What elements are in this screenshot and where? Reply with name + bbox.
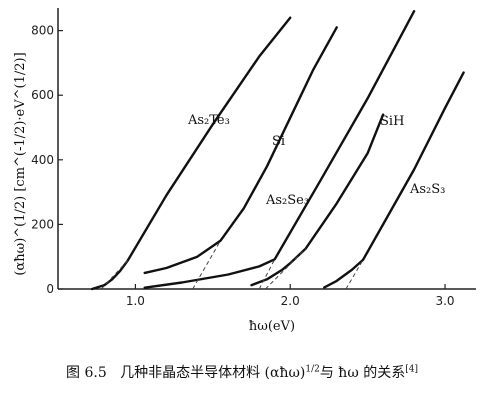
y-tick-label: 0 [46,282,54,296]
extrapolation-line-3 [265,248,307,290]
series-line-3 [250,113,385,287]
series-label-as2te3: As₂Te₃ [187,113,230,128]
extrapolation-line-2 [258,259,276,290]
caption-exponent: 1/2 [305,364,320,375]
chart-figure: 1.0 2.0 3.0 0 200 400 600 800 As₂Te₃ Si As₂Se₃… [13,8,476,334]
plot-area [57,8,476,290]
series-label-as2s3: As₂S₃ [409,182,445,197]
figure-caption: 图 6.5 几种非晶态半导体材料 (αħω)1/2与 ħω 的关系[4] [0,362,484,382]
y-axis-ticks: 0 200 400 600 800 [31,24,63,296]
series-label-sih: SiH [380,114,404,129]
series-label-si: Si [272,134,285,149]
x-tick-label: 2.0 [281,294,300,308]
y-axis-label: (αħω)^(1/2) [cm^(-1/2)·eV^(1/2)] [13,52,28,275]
series-line-2 [143,9,416,289]
y-tick-label: 400 [31,153,54,167]
series-line-1 [143,26,338,275]
series-curves [90,9,465,291]
y-tick-label: 200 [31,217,54,231]
caption-text: 几种非晶态半导体材料 (αħω) [120,365,306,381]
x-axis-label: ħω(eV) [249,319,295,334]
extrapolation-line-4 [345,259,364,290]
series-label-as2se3: As₂Se₃ [265,193,309,208]
extrapolation-lines [100,240,364,290]
y-tick-label: 600 [31,88,54,102]
y-tick-label: 800 [31,24,54,38]
caption-figure-number: 图 6.5 [66,365,107,381]
x-axis-ticks: 1.0 2.0 3.0 [126,284,455,308]
x-tick-label: 3.0 [435,294,454,308]
series-line-0 [90,16,292,291]
x-tick-label: 1.0 [126,294,145,308]
extrapolation-line-1 [192,240,221,290]
caption-text-end: 与 ħω 的关系 [319,365,406,381]
series-line-4 [323,71,465,289]
caption-reference: [4] [405,364,418,375]
